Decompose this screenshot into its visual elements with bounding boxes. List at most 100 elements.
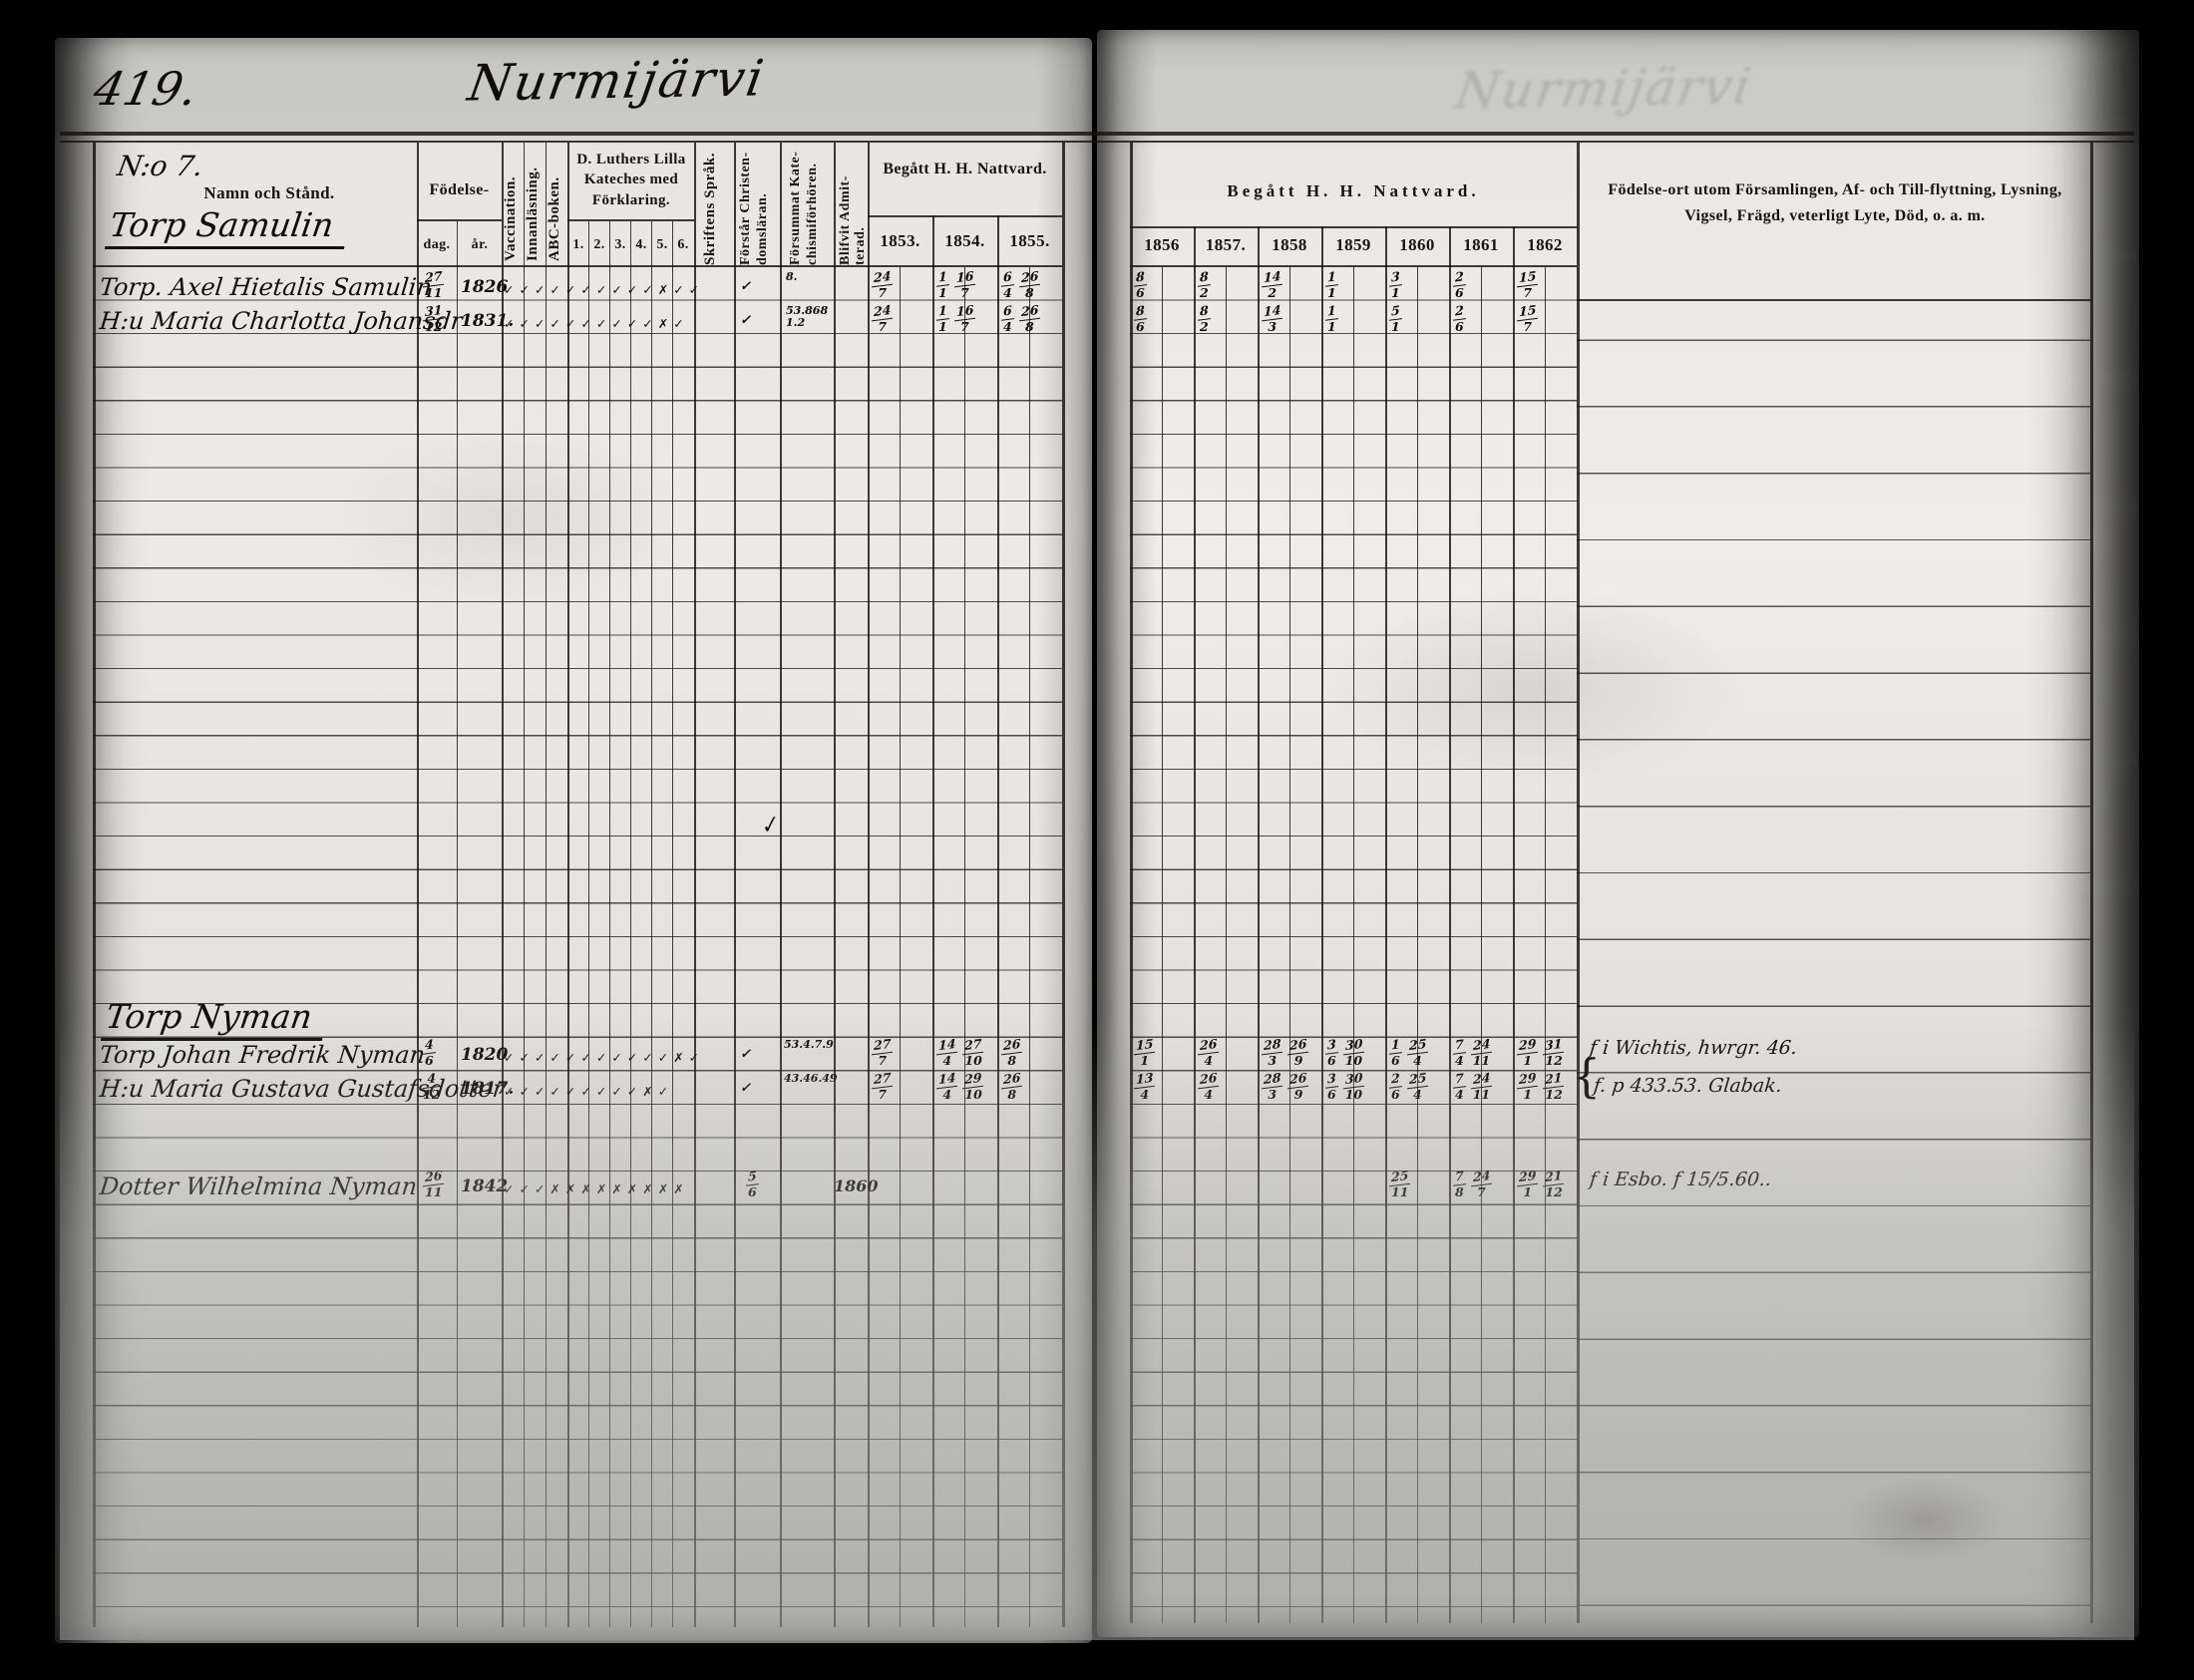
catechism-group-header: D. Luthers Lilla Kateches med Förklaring…	[576, 152, 686, 208]
household-number: N:o 7.	[115, 150, 206, 182]
grid-vline	[1417, 267, 1418, 1623]
understands-mark: ✓	[740, 1047, 751, 1062]
catechism-col-2: 2.	[593, 237, 605, 252]
grid-vline	[1162, 267, 1163, 1623]
section-heading-samulin: Torp Samulin	[104, 205, 350, 249]
admitted-year: 1860	[834, 1176, 879, 1195]
grid-vline	[502, 143, 504, 1627]
understands-column-header-line1: Förstår Christen-	[738, 152, 753, 265]
grid-hline	[417, 219, 502, 221]
year-1857-header: 1857.	[1205, 235, 1247, 254]
year-1856-header: 1856	[1144, 235, 1180, 254]
grid-vline	[1577, 143, 1580, 1623]
understands-mark: ✓	[740, 1081, 751, 1096]
catechism-col-4: 4.	[635, 237, 647, 252]
year-1858-header: 1858	[1272, 235, 1307, 254]
missed-exam-column-header-line2: chismiförhören.	[805, 163, 820, 265]
missed-exam-note: 8.	[786, 270, 798, 283]
year-1855-header: 1855.	[1009, 231, 1050, 250]
communion-1858: 28 3 26 9	[1262, 1035, 1309, 1068]
grid-vline	[834, 143, 836, 1627]
communion-1860: 2 6 25 4	[1389, 1069, 1429, 1102]
page-title-handwritten: Nurmijärvi	[464, 49, 770, 113]
year-1854-header: 1854.	[944, 231, 985, 250]
grid-vline	[1226, 267, 1227, 1623]
communion-1853: 24 7	[872, 301, 894, 334]
missed-exam-note: 53.868 1.2	[786, 304, 829, 329]
communion-1862: 29 1 21 12	[1517, 1167, 1565, 1199]
grid-vline	[630, 221, 631, 1627]
grid-vline	[609, 221, 610, 1627]
person-name: Torp. Axel Hietalis Samulin	[98, 273, 434, 301]
grid-hline	[1130, 265, 1577, 267]
grid-vline	[1130, 143, 1133, 1623]
grid-vline	[546, 143, 547, 1627]
communion-1860: 25 11	[1389, 1167, 1411, 1199]
grid-vline	[93, 143, 96, 1627]
communion-1857: 26 4	[1198, 1069, 1220, 1102]
remark: f i Esbo. f 15/5.60..	[1588, 1169, 1773, 1190]
year-1861-header: 1861	[1463, 235, 1499, 254]
communion-1854: 1 1 16 7	[936, 301, 976, 334]
grid-vline	[524, 143, 525, 1627]
communion-1854: 14 4 27 10	[936, 1035, 984, 1068]
communion-1854: 1 1 16 7	[936, 267, 976, 300]
communion-1861: 7 4 24 11	[1453, 1069, 1493, 1102]
person-name: Dotter Wilhelmina Nyman	[98, 1173, 419, 1200]
person-name: Torp Johan Fredrik Nyman	[98, 1041, 427, 1069]
communion-1855: 26 8	[1001, 1069, 1023, 1102]
birth-year: 1826	[461, 277, 509, 297]
year-1853-header: 1853.	[880, 231, 920, 250]
communion-1857: 26 4	[1198, 1035, 1220, 1068]
missed-exam-note: 53.4.7.9	[784, 1038, 834, 1051]
grid-vline	[868, 143, 870, 1627]
grid-vline	[1481, 267, 1482, 1623]
communion-1860: 1 6 25 4	[1389, 1035, 1429, 1068]
grid-vline	[457, 221, 458, 1627]
birth-day: 4 12	[423, 1070, 441, 1102]
communion-1856: 15 1	[1134, 1035, 1156, 1068]
communion-1855: 26 8	[1001, 1035, 1023, 1068]
grid-hline	[868, 215, 1062, 217]
person-name: H:u Maria Gustava Gustafsdotter	[98, 1075, 506, 1103]
communion-1854: 14 4 29 10	[936, 1069, 984, 1102]
page-number: 419.	[89, 62, 203, 116]
communion-1853: 27 7	[872, 1069, 894, 1102]
catechism-marks: ✓✓✓✓✓✓✓✓✓✓✓✗✓	[504, 1050, 705, 1065]
vaccination-column-header: Vaccination.	[503, 175, 519, 261]
birth-year-header: år.	[471, 237, 489, 252]
catechism-col-6: 6.	[677, 237, 689, 252]
grid-vline	[900, 267, 901, 1627]
scripture-language-column-header: Skriftens Språk.	[702, 152, 718, 265]
grid-vline	[1289, 267, 1290, 1623]
section-heading-nyman: Torp Nyman	[100, 997, 329, 1041]
communion-1853: 27 7	[872, 1035, 894, 1068]
abc-book-column-header: ABC-boken.	[547, 176, 562, 261]
communion-group-header-right: Begått H. H. Nattvard.	[1227, 181, 1480, 200]
grid-hline	[93, 265, 1062, 267]
communion-1862: 15 7	[1517, 301, 1539, 334]
understands-mark: ✓	[740, 279, 751, 294]
grid-hline	[60, 141, 2134, 143]
communion-1855: 6 4 26 8	[1001, 301, 1041, 334]
understands-column-header-line2: domsläran.	[755, 192, 770, 265]
grid-vline	[932, 215, 934, 1627]
grid-vline	[964, 267, 965, 1627]
grid-vline	[780, 143, 782, 1627]
communion-1859: 3 6 30 10	[1325, 1035, 1365, 1068]
person-name: H:u Maria Charlotta Johansdr	[98, 307, 464, 335]
communion-1856: 13 4	[1134, 1069, 1156, 1102]
communion-1859: 3 6 30 10	[1325, 1069, 1365, 1102]
missed-exam-column-header-line1: Försummat Kate-	[788, 151, 803, 265]
communion-1858: 14 2	[1262, 267, 1283, 300]
catechism-col-5: 5.	[656, 237, 668, 252]
remark: f i Wichtis, hwrgr. 46.	[1588, 1037, 1799, 1059]
birth-day-header: dag.	[423, 237, 451, 252]
